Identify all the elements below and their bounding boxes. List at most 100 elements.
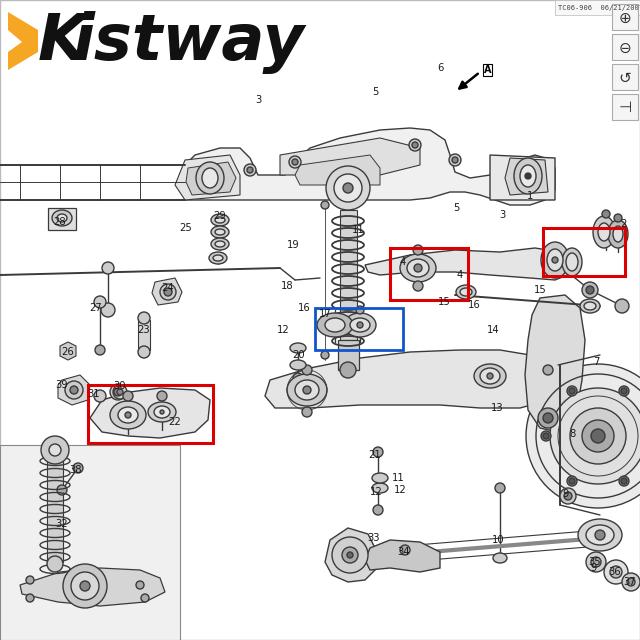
Ellipse shape	[608, 220, 628, 248]
Ellipse shape	[578, 519, 622, 551]
Text: 34: 34	[397, 547, 410, 557]
Ellipse shape	[586, 525, 614, 545]
Circle shape	[525, 173, 531, 179]
Bar	[612, 34, 638, 60]
Circle shape	[157, 391, 167, 401]
Circle shape	[541, 431, 551, 441]
Ellipse shape	[580, 299, 600, 313]
Circle shape	[373, 505, 383, 515]
Text: 8: 8	[569, 429, 575, 439]
Ellipse shape	[541, 242, 569, 278]
Ellipse shape	[514, 158, 542, 194]
Circle shape	[49, 444, 61, 456]
Polygon shape	[60, 342, 76, 360]
Circle shape	[342, 547, 358, 563]
Ellipse shape	[211, 238, 229, 250]
Circle shape	[117, 389, 123, 395]
Ellipse shape	[480, 368, 500, 384]
Bar	[315, 308, 403, 350]
Text: ↺: ↺	[619, 70, 632, 86]
Ellipse shape	[584, 302, 596, 310]
Ellipse shape	[344, 313, 376, 337]
Circle shape	[73, 463, 83, 473]
Text: 9: 9	[563, 489, 569, 499]
Ellipse shape	[372, 483, 388, 493]
Circle shape	[138, 312, 150, 324]
Circle shape	[138, 346, 150, 358]
Circle shape	[413, 281, 423, 291]
Circle shape	[412, 142, 418, 148]
Text: 3: 3	[499, 210, 505, 220]
Circle shape	[610, 566, 622, 578]
Ellipse shape	[211, 226, 229, 238]
Bar	[612, 4, 638, 30]
Text: 12: 12	[394, 485, 406, 495]
Circle shape	[586, 286, 594, 294]
Polygon shape	[152, 278, 182, 305]
Ellipse shape	[407, 259, 429, 277]
Ellipse shape	[287, 374, 327, 406]
Circle shape	[567, 476, 577, 486]
Bar	[340, 210, 357, 340]
Text: 35: 35	[589, 557, 602, 567]
Bar	[47, 452, 63, 562]
Circle shape	[595, 530, 605, 540]
Text: 19: 19	[287, 240, 300, 250]
Text: 28: 28	[54, 217, 67, 227]
Circle shape	[543, 433, 549, 439]
Circle shape	[569, 478, 575, 484]
Circle shape	[570, 408, 626, 464]
Circle shape	[552, 257, 558, 263]
Ellipse shape	[598, 223, 610, 241]
Text: 5: 5	[453, 203, 459, 213]
Text: istway: istway	[72, 10, 304, 74]
Ellipse shape	[154, 406, 170, 418]
Circle shape	[57, 485, 67, 495]
Ellipse shape	[211, 214, 229, 226]
Polygon shape	[365, 540, 440, 572]
Polygon shape	[325, 528, 375, 582]
Bar	[48, 208, 76, 230]
Text: 33: 33	[368, 533, 380, 543]
Polygon shape	[280, 138, 420, 175]
Circle shape	[302, 365, 312, 375]
Ellipse shape	[290, 343, 306, 353]
Text: K: K	[38, 11, 88, 73]
Circle shape	[449, 154, 461, 166]
Bar	[0, 445, 180, 640]
Text: ⊖: ⊖	[619, 40, 632, 56]
Circle shape	[414, 264, 422, 272]
Text: 11: 11	[351, 225, 364, 235]
Circle shape	[622, 573, 640, 591]
Circle shape	[582, 282, 598, 298]
Text: 38: 38	[70, 465, 83, 475]
Ellipse shape	[110, 401, 146, 429]
Circle shape	[614, 214, 622, 222]
Circle shape	[244, 164, 256, 176]
Text: 7: 7	[593, 357, 599, 367]
Circle shape	[550, 388, 640, 484]
Text: 16: 16	[298, 303, 310, 313]
Ellipse shape	[547, 249, 563, 271]
Circle shape	[343, 183, 353, 193]
Circle shape	[347, 552, 353, 558]
Circle shape	[334, 174, 362, 202]
Circle shape	[123, 391, 133, 401]
Ellipse shape	[566, 253, 578, 271]
Text: 5: 5	[372, 87, 378, 97]
Circle shape	[71, 572, 99, 600]
Text: 20: 20	[292, 350, 305, 360]
Circle shape	[543, 365, 553, 375]
Polygon shape	[295, 155, 380, 185]
Circle shape	[621, 478, 627, 484]
Circle shape	[95, 345, 105, 355]
Text: 17: 17	[319, 309, 332, 319]
Ellipse shape	[215, 217, 225, 223]
Circle shape	[400, 545, 410, 555]
Text: 13: 13	[491, 403, 503, 413]
Bar	[612, 94, 638, 120]
Text: 15: 15	[534, 285, 547, 295]
Circle shape	[487, 373, 493, 379]
Circle shape	[125, 412, 131, 418]
Text: 30: 30	[114, 381, 126, 391]
